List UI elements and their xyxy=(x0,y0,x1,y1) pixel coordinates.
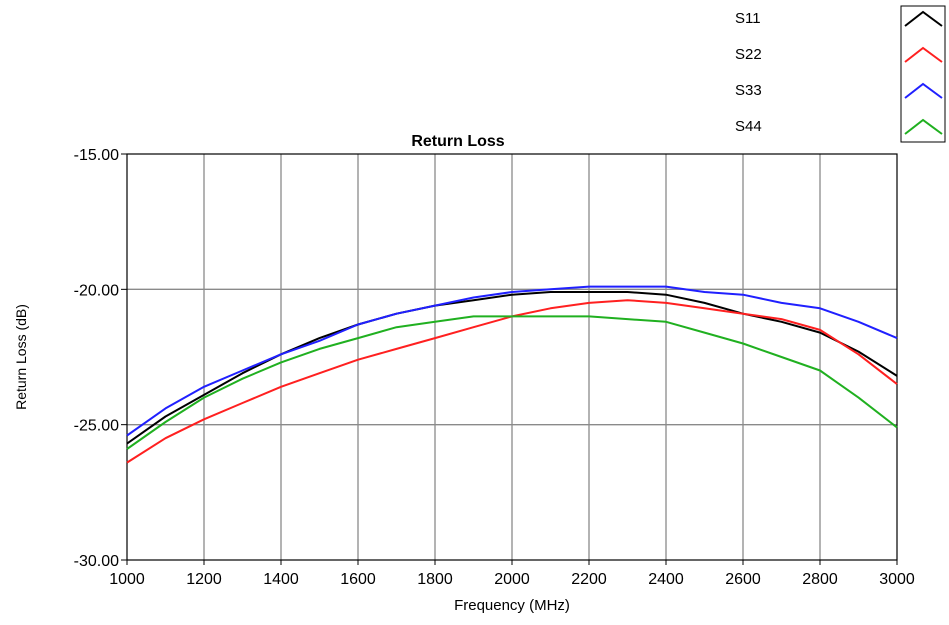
x-tick-label: 1600 xyxy=(340,571,376,588)
y-tick-label: -20.00 xyxy=(74,282,119,299)
x-axis-label: Frequency (MHz) xyxy=(454,597,570,614)
x-tick-label: 2200 xyxy=(571,571,607,588)
chart-title: Return Loss xyxy=(411,133,504,150)
legend-swatch-s33 xyxy=(904,82,943,99)
series-lines xyxy=(126,285,898,464)
x-tick-label: 1200 xyxy=(186,571,222,588)
legend-swatch-s44 xyxy=(904,118,943,135)
legend-label-s22: S22 xyxy=(735,46,762,63)
x-tick-label: 3000 xyxy=(879,571,915,588)
x-tick-label: 2000 xyxy=(494,571,530,588)
axis-ticks: 1000 1200 1400 1600 1800 2000 2200 2400 2600 2800… xyxy=(74,147,915,588)
legend-label-s11: S11 xyxy=(735,10,761,27)
y-axis-label: Return Loss (dB) xyxy=(13,304,29,410)
x-tick-label: 1000 xyxy=(109,571,145,588)
series-line-s11 xyxy=(126,291,898,445)
y-tick-label: -15.00 xyxy=(74,147,119,164)
y-tick-label: -30.00 xyxy=(74,553,119,570)
series-line-s44 xyxy=(126,315,898,450)
y-tick-label: -25.00 xyxy=(74,418,119,435)
legend-swatch-s11 xyxy=(904,10,943,27)
series-line-s33 xyxy=(126,285,898,437)
legend-label-s33: S33 xyxy=(735,82,762,99)
legend-frame xyxy=(900,5,946,143)
x-tick-label: 1400 xyxy=(263,571,299,588)
x-tick-label: 2400 xyxy=(648,571,684,588)
grid xyxy=(127,154,897,560)
legend: S11 S22 S33 S44 xyxy=(735,5,946,143)
x-tick-label: 2800 xyxy=(802,571,838,588)
x-tick-label: 2600 xyxy=(725,571,761,588)
legend-label-s44: S44 xyxy=(735,118,762,135)
legend-swatch-s22 xyxy=(904,46,943,63)
x-tick-label: 1800 xyxy=(417,571,453,588)
